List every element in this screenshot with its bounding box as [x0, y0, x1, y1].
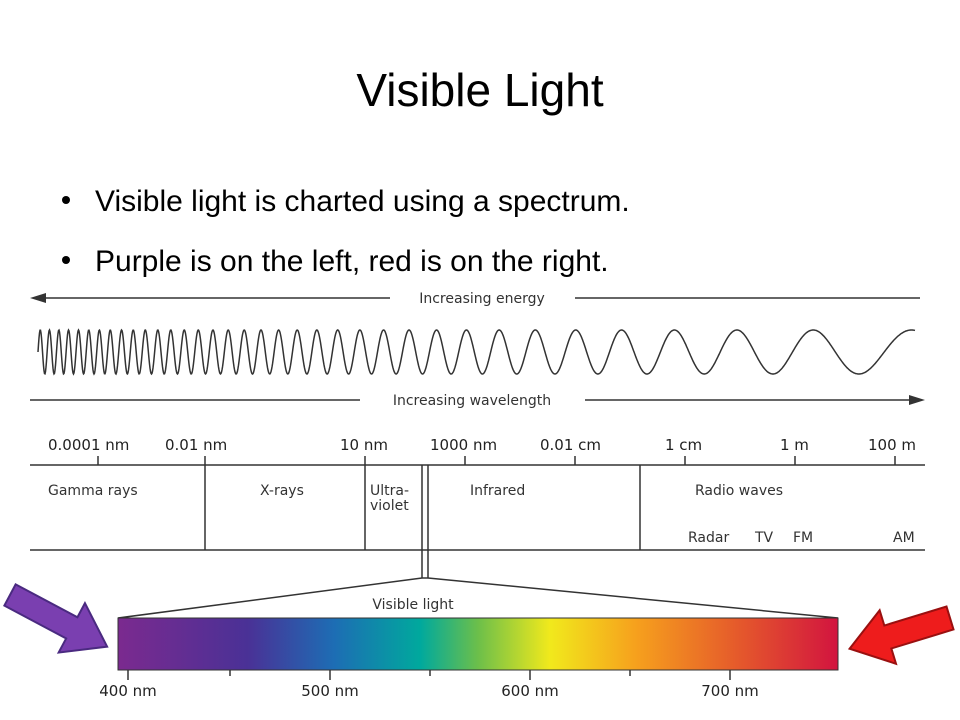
scale-ticks — [97, 456, 896, 465]
region-label: Gamma rays — [48, 483, 138, 499]
zoom-line — [117, 577, 423, 619]
spectrum-label: 500 nm — [301, 682, 359, 700]
region-label: violet — [370, 498, 409, 514]
region-label: Radio waves — [695, 483, 783, 499]
bullet-dot — [62, 196, 70, 204]
wavelength-label: Increasing wavelength — [393, 393, 551, 409]
scale-label: 1 cm — [665, 436, 702, 454]
bullet: Purple is on the left, red is on the rig… — [95, 245, 609, 278]
diagram: Increasing energy Increasing wavelength … — [30, 291, 925, 700]
band-label: TV — [754, 530, 774, 546]
spectrum-label: 600 nm — [501, 682, 559, 700]
scale-label: 0.01 nm — [165, 436, 227, 454]
scale-label: 1 m — [780, 436, 809, 454]
purple-arrow — [3, 583, 109, 654]
bullet: Visible light is charted using a spectru… — [95, 185, 630, 218]
scale-label: 100 m — [868, 436, 916, 454]
region-label: X-rays — [260, 483, 304, 499]
region-label: Ultra- — [370, 483, 409, 499]
energy-label: Increasing energy — [419, 291, 545, 307]
arrow-head — [30, 293, 46, 303]
spectrum-label: 400 nm — [99, 682, 157, 700]
band-label: AM — [893, 530, 915, 546]
scale-label: 1000 nm — [430, 436, 497, 454]
scale-label: 10 nm — [340, 436, 388, 454]
bullet-dot — [62, 256, 70, 264]
arrow-head — [909, 395, 925, 405]
spectrum-ticks — [127, 670, 731, 680]
red-arrow — [847, 605, 955, 666]
scale-label: 0.01 cm — [540, 436, 601, 454]
wave — [37, 328, 916, 376]
spectrum-label: 700 nm — [701, 682, 759, 700]
title: Visible Light — [356, 64, 603, 116]
scale-label: 0.0001 nm — [48, 436, 129, 454]
zoom-line — [427, 577, 839, 619]
region-label: Infrared — [470, 483, 525, 499]
visible-label: Visible light — [372, 597, 454, 613]
band-label: Radar — [688, 530, 729, 546]
spectrum — [117, 617, 839, 671]
band-label: FM — [793, 530, 813, 546]
